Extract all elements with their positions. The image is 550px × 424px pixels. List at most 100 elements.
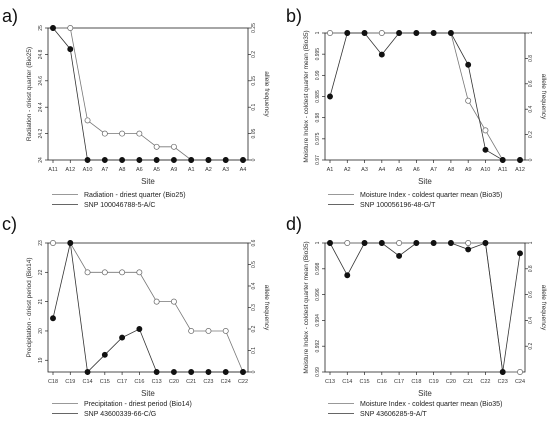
- snp-point: [136, 326, 143, 332]
- x-tick-label: A3: [361, 167, 368, 173]
- environment-point: [136, 269, 143, 276]
- legend-entry: Moisture Index - coldest quarter mean (B…: [360, 192, 502, 199]
- y2-tick-label: 0.8: [528, 55, 534, 62]
- y2-tick-label: 0: [251, 370, 257, 373]
- snp-point: [517, 157, 523, 163]
- snp-point: [188, 369, 195, 375]
- y2-tick-label: 0: [251, 158, 257, 161]
- snp-point: [465, 61, 472, 68]
- snp-point: [67, 240, 74, 246]
- y2-tick-label: 0.6: [528, 80, 534, 87]
- x-tick-label: A3: [222, 167, 229, 173]
- y2-tick-label: 0.1: [251, 104, 257, 111]
- snp-point: [482, 146, 489, 153]
- environment-point: [170, 298, 177, 305]
- y-axis-title: Radiation - driest quarter (Bio25): [26, 47, 33, 141]
- y2-tick-label: 0.4: [528, 317, 534, 324]
- snp-point: [327, 240, 333, 246]
- panel-label: d): [286, 214, 302, 234]
- snp-point: [499, 157, 506, 163]
- y-tick-label: 0.995: [315, 48, 321, 61]
- snp-point: [119, 157, 126, 163]
- y2-tick-label: 0.05: [251, 129, 257, 139]
- snp-point: [430, 240, 437, 246]
- series-line-snp: [329, 242, 521, 373]
- environment-point: [465, 240, 472, 246]
- y-tick-label: 0.97: [315, 155, 321, 165]
- x-tick-label: C19: [65, 379, 75, 385]
- snp-point: [396, 30, 403, 36]
- legend-entry: SNP 43600339-66-C/G: [84, 411, 156, 418]
- y2-tick-label: 0.8: [528, 265, 534, 272]
- x-tick-label: C15: [100, 379, 110, 385]
- environment-point: [101, 130, 108, 137]
- panel-label: c): [2, 214, 17, 234]
- x-tick-label: C18: [411, 379, 421, 385]
- snp-point: [240, 369, 246, 375]
- x-tick-label: A6: [413, 167, 420, 173]
- snp-point: [396, 252, 403, 259]
- legend-entry: Precipitation - driest period (Bio14): [84, 401, 192, 408]
- panel-a: a) 24 24.2 24.4 24.6 24.8 25 0 0.05 0.1 0.15 0.2 0.2…: [2, 6, 270, 209]
- x-tick-label: C18: [48, 379, 58, 385]
- y2-tick-label: 0.4: [528, 106, 534, 113]
- x-tick-label: C14: [342, 379, 352, 385]
- y-tick-label: 21: [38, 299, 44, 305]
- panel-b: b) 0.97 0.975 0.98 0.985 0.99 0.995 1 0 0.2 0.4 0.6…: [286, 6, 547, 209]
- y-tick-label: 19: [38, 357, 44, 363]
- snp-point: [205, 369, 212, 375]
- x-tick-label: C23: [498, 379, 508, 385]
- x-tick-label: C20: [446, 379, 456, 385]
- x-tick-label: A10: [83, 167, 93, 173]
- environment-point: [205, 328, 212, 334]
- y2-tick-label: 0.2: [251, 325, 257, 332]
- x-tick-label: A6: [136, 167, 143, 173]
- x-tick-label: C13: [152, 379, 162, 385]
- y2-tick-label: 0.2: [528, 131, 534, 138]
- snp-point: [153, 369, 160, 375]
- y-tick-label: 0.992: [315, 340, 321, 353]
- y-tick-label: 0.985: [315, 90, 321, 103]
- snp-point: [84, 157, 91, 163]
- snp-point: [153, 157, 160, 163]
- snp-point: [465, 246, 472, 253]
- environment-point: [50, 240, 56, 246]
- environment-point: [465, 97, 472, 104]
- snp-point: [67, 46, 74, 53]
- x-tick-label: A2: [205, 167, 212, 173]
- y2-tick-label: 0.6: [528, 291, 534, 298]
- snp-point: [84, 369, 91, 375]
- snp-point: [188, 157, 195, 163]
- x-tick-label: A1: [188, 167, 195, 173]
- x-tick-label: C15: [359, 379, 369, 385]
- environment-point: [153, 298, 160, 305]
- snp-point: [413, 30, 420, 36]
- environment-point: [119, 269, 126, 276]
- x-tick-label: C14: [82, 379, 92, 385]
- snp-point: [413, 240, 420, 246]
- x-tick-label: A10: [481, 167, 491, 173]
- environment-point: [67, 25, 74, 31]
- x-tick-label: C21: [463, 379, 473, 385]
- y-tick-label: 24: [38, 157, 44, 163]
- snp-point: [170, 369, 177, 375]
- x-tick-label: A4: [240, 167, 247, 173]
- y-axis-title: Precipitation - driest period (Bio14): [26, 257, 33, 357]
- y-tick-label: 0.99: [315, 367, 321, 377]
- x-axis-title: Site: [141, 177, 155, 186]
- x-tick-label: A8: [448, 167, 455, 173]
- environment-point: [188, 328, 195, 334]
- y-tick-label: 0.98: [315, 113, 321, 123]
- x-tick-label: A5: [153, 167, 160, 173]
- y-tick-label: 24.8: [38, 49, 44, 59]
- snp-point: [344, 30, 351, 36]
- snp-point: [517, 250, 523, 257]
- snp-point: [499, 369, 506, 375]
- legend-entry: SNP 43606285-9-A/T: [360, 411, 428, 418]
- y-tick-label: 20: [38, 328, 44, 334]
- x-tick-label: A12: [515, 167, 525, 173]
- y-tick-label: 25: [38, 25, 44, 31]
- y2-tick-label: 0.2: [251, 51, 257, 58]
- y-tick-label: 23: [38, 240, 44, 246]
- snp-point: [222, 157, 229, 163]
